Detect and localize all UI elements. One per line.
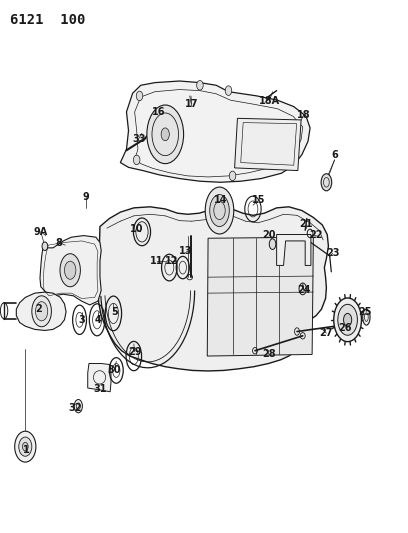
Ellipse shape [15,431,36,462]
Text: 5: 5 [111,307,118,317]
Ellipse shape [205,187,234,234]
Ellipse shape [147,105,184,164]
Text: 3: 3 [78,315,85,325]
Text: 32: 32 [69,403,82,413]
Text: 33: 33 [132,134,146,143]
Ellipse shape [74,400,82,413]
Ellipse shape [197,80,203,90]
Ellipse shape [225,86,232,95]
Text: 10: 10 [130,224,144,234]
Ellipse shape [210,195,229,227]
Text: 8: 8 [56,238,62,247]
Ellipse shape [32,296,51,327]
Polygon shape [98,207,328,371]
Text: 4: 4 [95,315,101,325]
Text: 11: 11 [150,256,164,266]
Ellipse shape [64,261,76,279]
Ellipse shape [136,91,143,101]
Polygon shape [16,292,66,330]
Polygon shape [120,81,310,182]
Text: 15: 15 [252,195,266,205]
Text: 17: 17 [185,99,199,109]
Text: 18: 18 [297,110,311,119]
Polygon shape [277,235,311,265]
Text: 31: 31 [93,384,107,394]
Text: 1: 1 [23,446,30,455]
Text: 20: 20 [262,230,276,239]
Ellipse shape [229,171,236,181]
Ellipse shape [363,309,370,325]
Ellipse shape [344,313,352,326]
Text: 25: 25 [358,307,372,317]
Ellipse shape [334,298,361,342]
Text: 6121  100: 6121 100 [10,13,86,27]
Text: 14: 14 [213,195,227,205]
Ellipse shape [321,174,332,191]
Text: 24: 24 [297,286,311,295]
Polygon shape [207,237,313,356]
Text: 18A: 18A [259,96,280,106]
Ellipse shape [35,302,48,321]
Ellipse shape [269,239,276,249]
Polygon shape [88,364,111,392]
Ellipse shape [133,155,140,165]
Text: 9A: 9A [34,227,48,237]
Text: 12: 12 [164,256,178,266]
Polygon shape [40,236,101,305]
Text: 13: 13 [179,246,193,255]
Text: 28: 28 [262,350,276,359]
Ellipse shape [19,437,32,456]
Text: 27: 27 [319,328,333,338]
Text: 2: 2 [35,304,42,314]
Text: 21: 21 [299,219,313,229]
Ellipse shape [338,304,357,335]
Text: 23: 23 [326,248,339,258]
Ellipse shape [60,254,80,287]
Text: 26: 26 [338,323,352,333]
Ellipse shape [22,442,28,451]
Text: 6: 6 [331,150,338,159]
Text: 9: 9 [82,192,89,202]
Text: 16: 16 [152,107,166,117]
Text: 29: 29 [128,347,142,357]
Polygon shape [235,118,301,171]
Text: 22: 22 [309,230,323,239]
Text: 30: 30 [107,366,121,375]
Ellipse shape [161,128,169,141]
Ellipse shape [42,242,48,251]
